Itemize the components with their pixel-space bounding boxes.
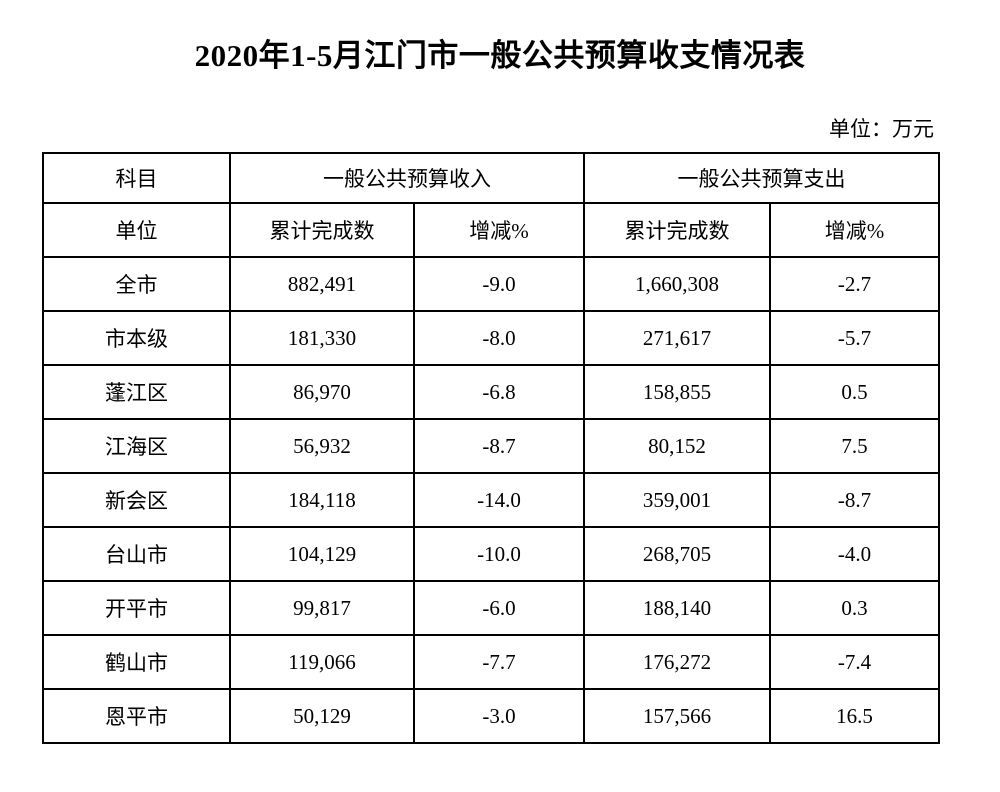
table-header-row-groups: 科目 一般公共预算收入 一般公共预算支出 bbox=[42, 152, 940, 204]
table-row: 蓬江区 86,970 -6.8 158,855 0.5 bbox=[42, 364, 940, 420]
income-change-cell: -8.7 bbox=[413, 418, 585, 474]
page-title: 2020年1-5月江门市一般公共预算收支情况表 bbox=[194, 38, 806, 73]
unit-cell: 全市 bbox=[42, 256, 231, 312]
header-expenditure-cumulative-cell: 累计完成数 bbox=[583, 202, 771, 258]
budget-table: 科目 一般公共预算收入 一般公共预算支出 单位 累计完成数 增减% 累计完成数 … bbox=[42, 152, 940, 744]
income-change-cell: -9.0 bbox=[413, 256, 585, 312]
income-total-cell: 86,970 bbox=[229, 364, 415, 420]
table-row: 全市 882,491 -9.0 1,660,308 -2.7 bbox=[42, 256, 940, 312]
expenditure-total-cell: 271,617 bbox=[583, 310, 771, 366]
expenditure-change-cell: 7.5 bbox=[769, 418, 940, 474]
income-total-cell: 181,330 bbox=[229, 310, 415, 366]
expenditure-change-cell: -2.7 bbox=[769, 256, 940, 312]
expenditure-change-cell: -4.0 bbox=[769, 526, 940, 582]
income-change-cell: -14.0 bbox=[413, 472, 585, 528]
expenditure-total-cell: 188,140 bbox=[583, 580, 771, 636]
table-row: 鹤山市 119,066 -7.7 176,272 -7.4 bbox=[42, 634, 940, 690]
income-total-cell: 104,129 bbox=[229, 526, 415, 582]
expenditure-change-cell: 16.5 bbox=[769, 688, 940, 744]
expenditure-total-cell: 359,001 bbox=[583, 472, 771, 528]
expenditure-total-cell: 80,152 bbox=[583, 418, 771, 474]
income-total-cell: 99,817 bbox=[229, 580, 415, 636]
header-income-group-cell: 一般公共预算收入 bbox=[229, 152, 585, 204]
income-change-cell: -3.0 bbox=[413, 688, 585, 744]
expenditure-total-cell: 158,855 bbox=[583, 364, 771, 420]
expenditure-change-cell: 0.3 bbox=[769, 580, 940, 636]
table-row: 新会区 184,118 -14.0 359,001 -8.7 bbox=[42, 472, 940, 528]
table-row: 江海区 56,932 -8.7 80,152 7.5 bbox=[42, 418, 940, 474]
header-income-change-cell: 增减% bbox=[413, 202, 585, 258]
unit-cell: 江海区 bbox=[42, 418, 231, 474]
header-subject-cell: 科目 bbox=[42, 152, 231, 204]
unit-cell: 台山市 bbox=[42, 526, 231, 582]
income-total-cell: 119,066 bbox=[229, 634, 415, 690]
income-change-cell: -6.0 bbox=[413, 580, 585, 636]
header-income-cumulative-cell: 累计完成数 bbox=[229, 202, 415, 258]
table-row: 开平市 99,817 -6.0 188,140 0.3 bbox=[42, 580, 940, 636]
unit-cell: 恩平市 bbox=[42, 688, 231, 744]
header-expenditure-group-cell: 一般公共预算支出 bbox=[583, 152, 940, 204]
table-row: 恩平市 50,129 -3.0 157,566 16.5 bbox=[42, 688, 940, 744]
expenditure-change-cell: -5.7 bbox=[769, 310, 940, 366]
unit-cell: 新会区 bbox=[42, 472, 231, 528]
income-total-cell: 184,118 bbox=[229, 472, 415, 528]
income-change-cell: -8.0 bbox=[413, 310, 585, 366]
unit-cell: 市本级 bbox=[42, 310, 231, 366]
table-row: 台山市 104,129 -10.0 268,705 -4.0 bbox=[42, 526, 940, 582]
table-header-row-columns: 单位 累计完成数 增减% 累计完成数 增减% bbox=[42, 202, 940, 258]
income-total-cell: 882,491 bbox=[229, 256, 415, 312]
expenditure-change-cell: 0.5 bbox=[769, 364, 940, 420]
unit-cell: 开平市 bbox=[42, 580, 231, 636]
expenditure-total-cell: 1,660,308 bbox=[583, 256, 771, 312]
header-unit-cell: 单位 bbox=[42, 202, 231, 258]
unit-cell: 蓬江区 bbox=[42, 364, 231, 420]
expenditure-change-cell: -8.7 bbox=[769, 472, 940, 528]
income-change-cell: -10.0 bbox=[413, 526, 585, 582]
expenditure-total-cell: 176,272 bbox=[583, 634, 771, 690]
unit-note: 单位：万元 bbox=[829, 117, 934, 141]
expenditure-change-cell: -7.4 bbox=[769, 634, 940, 690]
table-row: 市本级 181,330 -8.0 271,617 -5.7 bbox=[42, 310, 940, 366]
header-expenditure-change-cell: 增减% bbox=[769, 202, 940, 258]
unit-cell: 鹤山市 bbox=[42, 634, 231, 690]
expenditure-total-cell: 268,705 bbox=[583, 526, 771, 582]
income-change-cell: -7.7 bbox=[413, 634, 585, 690]
income-total-cell: 50,129 bbox=[229, 688, 415, 744]
income-total-cell: 56,932 bbox=[229, 418, 415, 474]
income-change-cell: -6.8 bbox=[413, 364, 585, 420]
expenditure-total-cell: 157,566 bbox=[583, 688, 771, 744]
